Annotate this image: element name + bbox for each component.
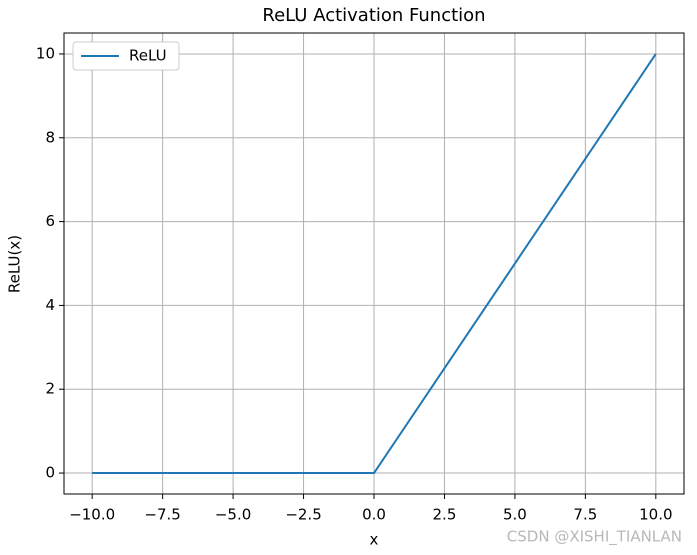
y-tick-label: 8 bbox=[45, 128, 55, 146]
line bbox=[92, 53, 657, 475]
x-tick-label: 0.0 bbox=[362, 506, 386, 524]
x-tick-label: −10.0 bbox=[69, 506, 115, 524]
y-tick-label: 0 bbox=[45, 464, 55, 482]
chart-title: ReLU Activation Function bbox=[262, 5, 485, 26]
x-tick-label: 5.0 bbox=[503, 506, 527, 524]
y-tick-label: 10 bbox=[36, 44, 55, 62]
y-tick-label: 2 bbox=[45, 380, 55, 398]
x-axis-label: x bbox=[370, 531, 379, 549]
axes-frame bbox=[63, 32, 685, 495]
x-tick-label: −7.5 bbox=[144, 506, 180, 524]
watermark: CSDN @XISHI_TIANLAN bbox=[507, 528, 682, 547]
x-tick-label: 7.5 bbox=[573, 506, 597, 524]
x-tick-label: 2.5 bbox=[433, 506, 457, 524]
x-tick-label: 10.0 bbox=[639, 506, 672, 524]
y-tick-label: 6 bbox=[45, 212, 55, 230]
legend-box bbox=[72, 41, 180, 71]
x-tick-label: −2.5 bbox=[285, 506, 321, 524]
x-tick-label: −5.0 bbox=[215, 506, 251, 524]
y-tick-label: 4 bbox=[45, 296, 55, 314]
legend-label: ReLU bbox=[129, 47, 167, 65]
y-axis-label: ReLU(x) bbox=[6, 235, 24, 293]
